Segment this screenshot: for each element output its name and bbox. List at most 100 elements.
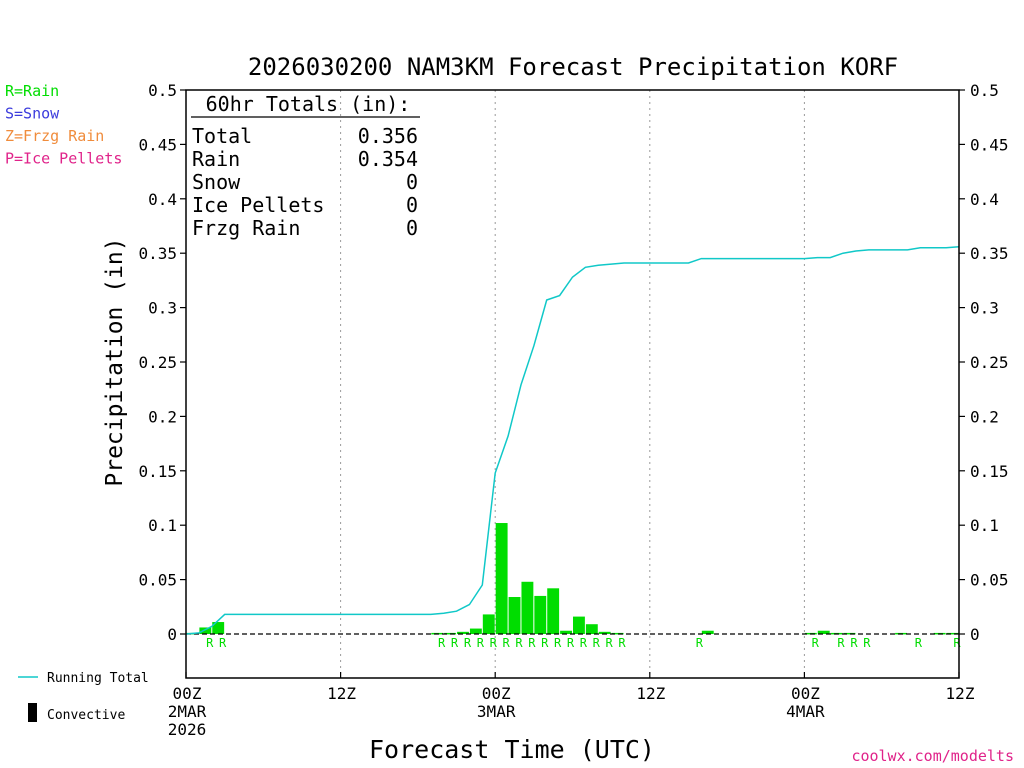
x-tick-label: 12Z — [636, 684, 665, 703]
precip-bar — [212, 622, 225, 634]
grid-lines — [340, 90, 805, 678]
rain-marker: R — [850, 636, 858, 650]
precip-bar — [598, 631, 611, 634]
totals-row-label: Total — [192, 124, 252, 148]
precip-type-legend-item: P=Ice Pellets — [5, 150, 122, 168]
y-tick-label-left: 0.45 — [138, 135, 177, 154]
y-tick-label-right: 0.5 — [970, 81, 999, 100]
y-tick-label-left: 0.15 — [138, 462, 177, 481]
x-tick-label: 2MAR — [168, 702, 207, 721]
y-ticks-right: 0 0.05 0.1 0.15 0.2 0.25 0.3 0.35 0.4 0.45 0.5 — [959, 81, 1009, 644]
rain-marker: R — [206, 636, 214, 650]
x-tick-label: 00Z — [173, 684, 202, 703]
precip-bar — [843, 632, 856, 635]
rain-marker: R — [502, 636, 510, 650]
totals-row-label: Rain — [192, 147, 240, 171]
precip-bar — [199, 627, 212, 634]
x-tick-label: 2026 — [168, 720, 207, 739]
totals-row-value: 0.354 — [358, 147, 418, 171]
rain-marker: R — [837, 636, 845, 650]
rain-marker: R — [477, 636, 485, 650]
y-tick-label-right: 0.2 — [970, 407, 999, 426]
rain-marker: R — [812, 636, 820, 650]
credit-text: coolwx.com/modelts — [851, 747, 1014, 765]
running-total-legend-label: Running Total — [47, 671, 149, 686]
rain-marker: R — [567, 636, 575, 650]
y-tick-label-right: 0 — [970, 625, 980, 644]
y-tick-label-right: 0.3 — [970, 299, 999, 318]
precip-bars — [186, 523, 959, 635]
totals-row-value: 0.356 — [358, 124, 418, 148]
precip-bar — [585, 624, 598, 634]
x-tick-label: 00Z — [482, 684, 511, 703]
precip-bar — [547, 588, 560, 634]
rain-marker: R — [541, 636, 549, 650]
y-tick-label-left: 0.35 — [138, 244, 177, 263]
rain-marker: R — [593, 636, 601, 650]
precip-bar — [701, 630, 714, 634]
x-tick-label: 3MAR — [477, 702, 516, 721]
y-tick-label-left: 0.25 — [138, 353, 177, 372]
rain-marker: R — [696, 636, 704, 650]
totals-row-label: Frzg Rain — [192, 216, 300, 240]
rain-marker: R — [915, 636, 923, 650]
y-tick-label-left: 0.4 — [148, 190, 177, 209]
precip-bar — [946, 632, 959, 635]
precip-bar — [611, 632, 624, 635]
rain-marker: R — [515, 636, 523, 650]
convective-legend-label: Convective — [47, 708, 125, 723]
x-tick-label: 4MAR — [786, 702, 825, 721]
precip-bar — [573, 616, 585, 634]
rain-marker: R — [464, 636, 472, 650]
totals-row-value: 0 — [406, 216, 418, 240]
totals-box: 60hr Totals (in): Total 0.356 Rain 0.354 Sno… — [191, 92, 420, 240]
totals-row-label: Ice Pellets — [192, 193, 324, 217]
precip-bar — [534, 595, 547, 634]
totals-row-value: 0 — [406, 193, 418, 217]
precip-bar — [521, 581, 534, 634]
rain-marker: R — [490, 636, 498, 650]
chart-title: 2026030200 NAM3KM Forecast Precipitation… — [248, 53, 898, 81]
totals-header: 60hr Totals (in): — [206, 92, 411, 116]
precip-bar — [482, 614, 495, 634]
y-tick-label-left: 0.05 — [138, 571, 177, 590]
precip-type-legend: R=Rain S=Snow Z=Frzg Rain P=Ice Pellets — [5, 82, 122, 168]
precip-type-legend-item: Z=Frzg Rain — [5, 127, 104, 145]
x-axis-label: Forecast Time (UTC) — [369, 735, 655, 764]
precip-bar — [469, 628, 482, 634]
x-tick-label: 12Z — [946, 684, 975, 703]
totals-row-value: 0 — [406, 170, 418, 194]
plot-frame — [185, 89, 960, 679]
rain-marker: R — [953, 636, 961, 650]
precip-type-legend-item: R=Rain — [5, 82, 59, 100]
convective-swatch — [28, 703, 37, 722]
y-axis-label: Precipitation (in) — [102, 237, 128, 486]
y-tick-label-left: 0.5 — [148, 81, 177, 100]
rain-marker: R — [219, 636, 227, 650]
precip-type-legend-item: S=Snow — [5, 105, 60, 123]
rain-marker: R — [618, 636, 626, 650]
rain-marker: R — [451, 636, 459, 650]
precip-bar — [508, 597, 521, 634]
y-tick-label-right: 0.35 — [970, 244, 1009, 263]
y-tick-label-left: 0.2 — [148, 407, 177, 426]
rain-marker: R — [580, 636, 588, 650]
totals-row-label: Snow — [192, 170, 241, 194]
line-legend: Running Total Convective — [18, 671, 149, 723]
y-tick-label-right: 0.1 — [970, 516, 999, 535]
y-ticks-left: 0 0.05 0.1 0.15 0.2 0.25 0.3 0.35 0.4 0.45 0.5 — [138, 81, 186, 644]
rain-marker: R — [554, 636, 562, 650]
y-tick-label-left: 0 — [167, 625, 177, 644]
y-tick-label-left: 0.3 — [148, 299, 177, 318]
y-tick-label-right: 0.4 — [970, 190, 999, 209]
y-tick-label-left: 0.1 — [148, 516, 177, 535]
precip-bar — [817, 630, 830, 634]
precip-bar — [457, 631, 469, 634]
y-tick-label-right: 0.05 — [970, 571, 1009, 590]
x-tick-label: 00Z — [791, 684, 820, 703]
y-tick-label-right: 0.25 — [970, 353, 1009, 372]
precip-bar — [560, 630, 572, 634]
